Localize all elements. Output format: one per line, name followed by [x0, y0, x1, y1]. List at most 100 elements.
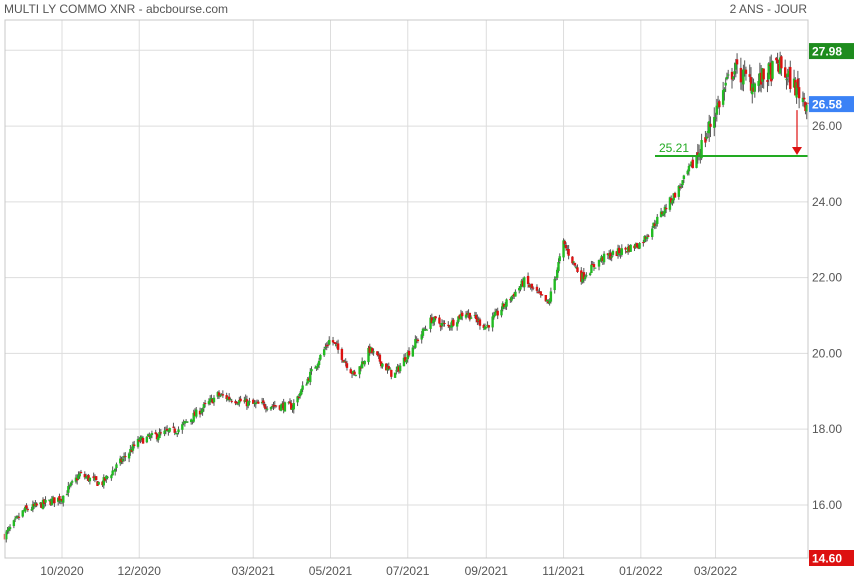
- candlestick-series: [3, 51, 810, 543]
- candle-body: [580, 270, 583, 282]
- candle-body: [633, 245, 636, 249]
- candle-body: [414, 339, 417, 348]
- candle-body: [379, 361, 383, 367]
- candle-body: [557, 262, 560, 272]
- candle-body: [672, 193, 675, 201]
- candle-body: [759, 72, 763, 85]
- candle-body: [191, 420, 194, 422]
- candle-body: [97, 482, 100, 485]
- candle-body: [461, 312, 464, 317]
- candle-body: [148, 435, 151, 437]
- candle-body: [696, 152, 700, 156]
- candle-body: [200, 411, 203, 414]
- candle-body: [16, 516, 19, 518]
- candle-body: [794, 80, 797, 96]
- candle-body: [328, 339, 331, 345]
- down-arrow-icon: [792, 147, 802, 156]
- candle-body: [673, 192, 677, 198]
- candle-body: [567, 248, 570, 256]
- candle-body: [539, 291, 542, 295]
- candle-body: [425, 329, 428, 331]
- candle-body: [438, 317, 441, 324]
- candle-body: [39, 502, 42, 505]
- candle-body: [727, 74, 730, 76]
- candle-body: [602, 253, 606, 263]
- candle-body: [721, 90, 725, 105]
- x-tick-label: 05/2021: [309, 564, 353, 578]
- candle-body: [68, 485, 71, 487]
- y-tick-label: 22.00: [812, 271, 842, 285]
- candle-body: [424, 329, 427, 331]
- candle-body: [447, 324, 450, 326]
- candle-body: [181, 424, 184, 430]
- candle-body: [201, 408, 204, 413]
- candle-body: [278, 405, 282, 410]
- candle-body: [448, 325, 451, 328]
- candle-body: [244, 398, 247, 402]
- candle-body: [474, 314, 478, 319]
- candle-body: [530, 283, 534, 289]
- candle-body: [661, 212, 664, 215]
- candle-body: [778, 57, 782, 74]
- candle-body: [393, 372, 397, 378]
- candle-body: [583, 276, 587, 280]
- candle-body: [457, 316, 460, 322]
- candle-body: [708, 121, 711, 134]
- candle-body: [49, 501, 52, 505]
- candle-body: [744, 69, 748, 74]
- y-tick-label: 18.00: [812, 422, 842, 436]
- candle-body: [786, 73, 789, 77]
- candle-body: [535, 286, 539, 291]
- candle-body: [43, 499, 46, 504]
- candle-body: [226, 397, 230, 401]
- candle-body: [101, 481, 104, 486]
- candle-body: [545, 299, 549, 302]
- candle-body: [287, 402, 290, 404]
- candle-body: [653, 223, 656, 227]
- candle-body: [102, 477, 105, 486]
- candle-body: [234, 401, 237, 404]
- candle-body: [795, 82, 798, 98]
- candle-body: [749, 77, 753, 91]
- candle-body: [221, 394, 225, 396]
- candle-body: [220, 394, 223, 396]
- x-tick-label: 07/2021: [386, 564, 430, 578]
- candle-body: [662, 212, 665, 216]
- x-tick-label: 03/2021: [232, 564, 276, 578]
- candle-body: [41, 499, 45, 509]
- candle-body: [514, 291, 517, 297]
- candle-body: [235, 402, 238, 404]
- candle-body: [416, 339, 420, 342]
- candle-body: [663, 206, 667, 214]
- y-tick-label: 16.00: [812, 498, 842, 512]
- candle-body: [319, 354, 322, 360]
- candle-body: [496, 310, 499, 316]
- candle-body: [359, 367, 363, 369]
- candle-body: [767, 63, 770, 80]
- candle-body: [656, 216, 659, 224]
- candle-body: [154, 432, 157, 435]
- candle-body: [219, 395, 222, 397]
- candle-body: [212, 397, 216, 403]
- candle-body: [158, 432, 161, 438]
- candle-body: [620, 248, 624, 255]
- candle-body: [548, 300, 551, 304]
- candle-body: [274, 405, 278, 407]
- candle-body: [111, 470, 114, 476]
- candle-body: [538, 291, 541, 293]
- candle-body: [787, 70, 791, 75]
- candle-body: [120, 458, 123, 463]
- candle-body: [677, 185, 681, 197]
- candle-body: [797, 87, 801, 99]
- candle-body: [353, 371, 356, 375]
- candle-body: [381, 363, 384, 367]
- candle-body: [487, 325, 491, 328]
- candle-body: [290, 403, 293, 410]
- candle-body: [404, 357, 407, 362]
- grid-layer: [5, 20, 808, 558]
- candle-body: [350, 372, 354, 375]
- candle-body: [599, 260, 602, 262]
- candle-body: [687, 166, 691, 172]
- candle-body: [695, 155, 698, 168]
- candle-body: [528, 284, 531, 287]
